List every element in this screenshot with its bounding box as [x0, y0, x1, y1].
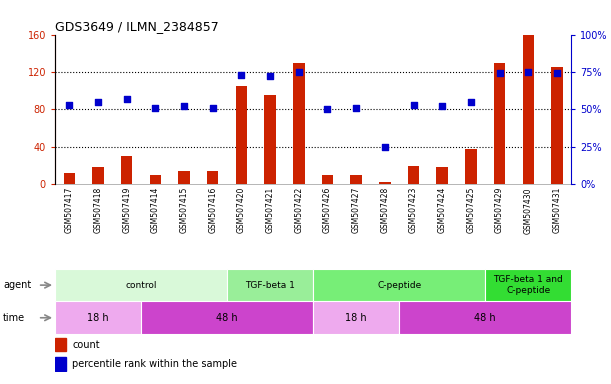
Bar: [55, 301, 141, 334]
Bar: [293, 63, 304, 184]
Point: [122, 96, 131, 102]
Point: [93, 99, 103, 105]
Text: agent: agent: [3, 280, 31, 290]
Point: [323, 106, 332, 113]
Point: [208, 105, 218, 111]
Bar: [399, 301, 571, 334]
Point: [380, 144, 390, 150]
Bar: [64, 173, 75, 184]
Text: TGF-beta 1: TGF-beta 1: [245, 281, 295, 290]
Bar: [494, 63, 505, 184]
Text: count: count: [72, 340, 100, 350]
Point: [466, 99, 476, 105]
Bar: [141, 301, 313, 334]
Point: [524, 69, 533, 75]
Bar: [55, 357, 67, 371]
Bar: [313, 301, 399, 334]
Point: [179, 103, 189, 109]
Bar: [150, 175, 161, 184]
Bar: [379, 182, 390, 184]
Bar: [55, 269, 227, 301]
Point: [265, 73, 275, 79]
Point: [351, 105, 361, 111]
Text: control: control: [125, 281, 157, 290]
Text: 18 h: 18 h: [345, 313, 367, 323]
Bar: [522, 35, 534, 184]
Point: [64, 102, 74, 108]
Point: [437, 103, 447, 109]
Bar: [436, 167, 448, 184]
Point: [236, 72, 246, 78]
Bar: [55, 338, 67, 351]
Bar: [236, 86, 247, 184]
Bar: [485, 269, 571, 301]
Text: 48 h: 48 h: [474, 313, 496, 323]
Bar: [408, 166, 419, 184]
Point: [294, 69, 304, 75]
Bar: [121, 156, 133, 184]
Bar: [207, 171, 219, 184]
Text: percentile rank within the sample: percentile rank within the sample: [72, 359, 237, 369]
Bar: [227, 269, 313, 301]
Text: C-peptide: C-peptide: [377, 281, 422, 290]
Bar: [313, 269, 485, 301]
Bar: [265, 95, 276, 184]
Bar: [322, 175, 333, 184]
Text: TGF-beta 1 and
C-peptide: TGF-beta 1 and C-peptide: [494, 275, 563, 295]
Bar: [351, 175, 362, 184]
Text: GDS3649 / ILMN_2384857: GDS3649 / ILMN_2384857: [55, 20, 219, 33]
Point: [552, 70, 562, 76]
Point: [409, 102, 419, 108]
Point: [495, 70, 505, 76]
Point: [150, 105, 160, 111]
Text: 18 h: 18 h: [87, 313, 109, 323]
Bar: [465, 149, 477, 184]
Bar: [92, 167, 104, 184]
Text: 48 h: 48 h: [216, 313, 238, 323]
Text: time: time: [3, 313, 25, 323]
Bar: [551, 67, 563, 184]
Bar: [178, 171, 190, 184]
